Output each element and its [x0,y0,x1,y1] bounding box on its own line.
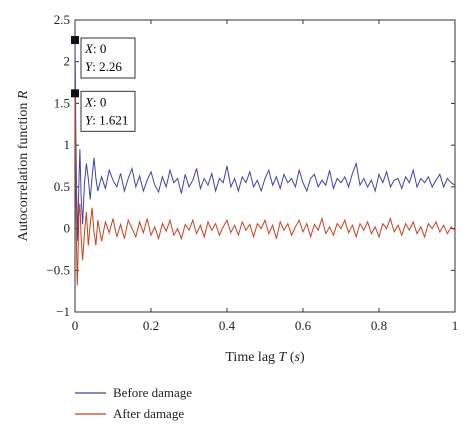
x-tick-label: 0.8 [371,318,387,333]
series-line-after-damage [74,93,456,286]
x-tick-label: 0.2 [143,318,159,333]
datatip-x-text: X: 0 [84,94,106,109]
y-tick-label: 2.5 [54,12,70,27]
plot-area [74,19,456,313]
series-layer [74,39,456,286]
series-line-before-damage [74,39,456,242]
y-tick-label: 1 [64,137,71,152]
y-tick-label: 0 [64,221,71,236]
datatip-box [80,90,136,132]
y-axis-ticks: −1 −0.5 0 0.5 1 1.5 2 2.5 [46,12,455,319]
y-tick-label: −0.5 [46,262,70,277]
datatip-x-text: X: 0 [84,41,106,56]
datatip-layer: X: 0 Y: 2.26 X: 0 Y: 1.621 [71,36,136,132]
legend-label-before-damage: Before damage [113,385,192,400]
datatip-marker [71,89,79,98]
x-axis-label: Time lag T (s) [225,350,305,365]
datatip-box [80,37,136,79]
legend: Before damage After damage [75,385,192,421]
x-tick-label: 1 [452,318,459,333]
y-axis-label: Autocorrelation function R [16,90,31,241]
x-tick-label: 0.6 [295,318,312,333]
y-tick-label: 0.5 [54,179,70,194]
x-tick-label: 0.4 [219,318,236,333]
y-tick-label: 1.5 [54,95,70,110]
datatip-y-text: Y: 2.26 [85,59,122,74]
datatip-marker [71,36,79,45]
x-tick-label: 0 [72,318,79,333]
y-tick-label: 2 [64,54,71,69]
y-tick-label: −1 [56,304,70,319]
datatip-y-text: Y: 1.621 [85,112,128,127]
legend-label-after-damage: After damage [113,406,184,421]
x-axis-ticks: 0 0.2 0.4 0.6 0.8 1 [72,20,459,333]
